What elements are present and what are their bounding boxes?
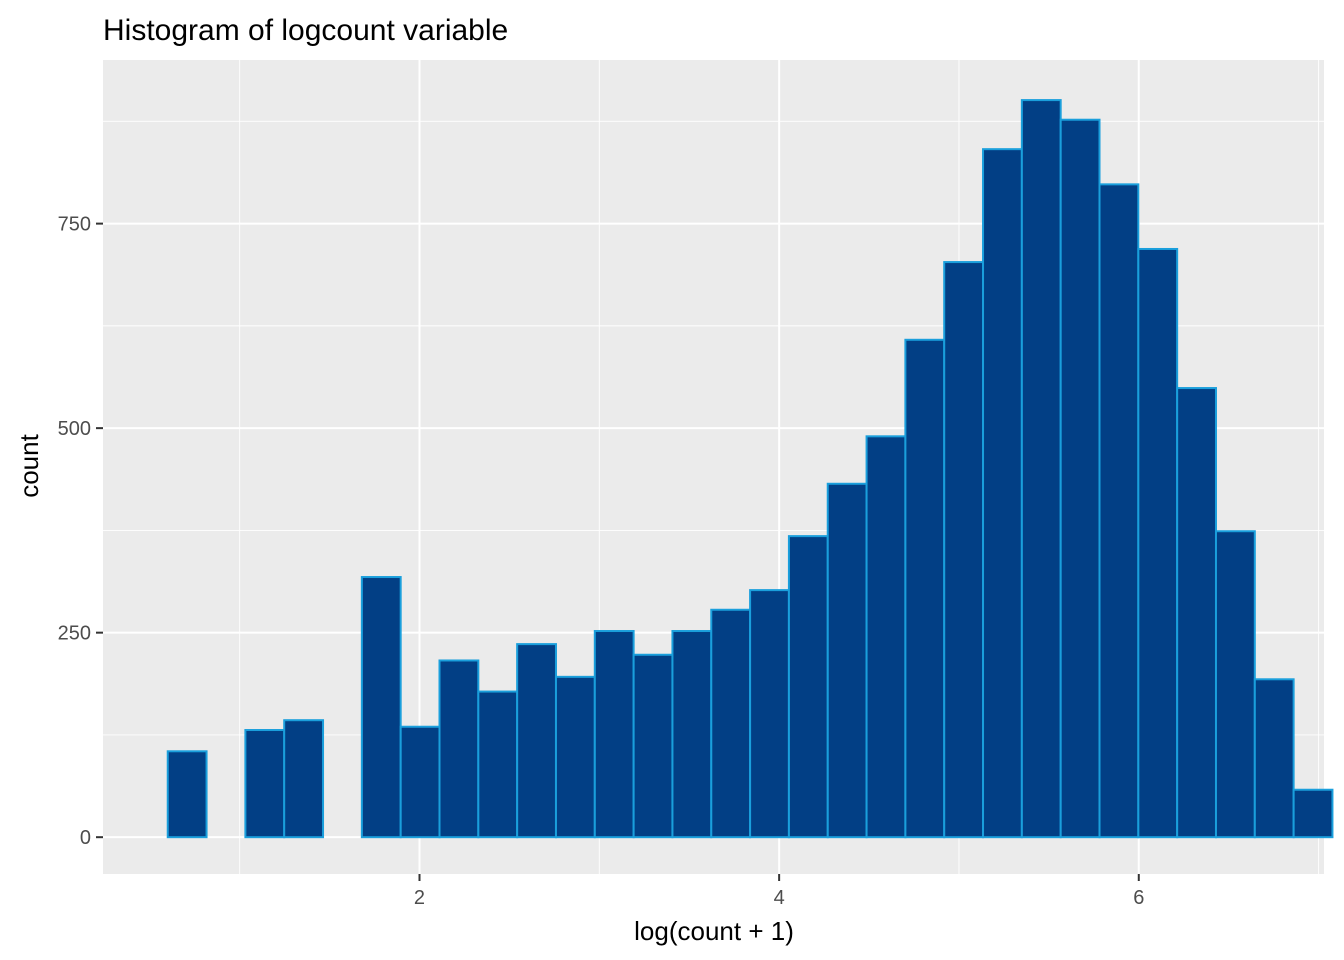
histogram-bar [1137, 247, 1179, 839]
histogram-bar [982, 148, 1023, 839]
histogram-bar [593, 630, 635, 839]
histogram-bar [1292, 788, 1334, 839]
histogram-bar [787, 535, 829, 839]
histogram-bar [477, 690, 519, 839]
y-tick-label: 750 [58, 214, 91, 236]
histogram-bar [554, 675, 596, 839]
histogram-bar [749, 589, 790, 839]
axes: 2 4 6 0 250 500 750 [58, 214, 1145, 909]
histogram-bar [166, 750, 208, 839]
histogram-bar [632, 653, 674, 839]
histogram-bar [710, 608, 752, 839]
bars [166, 99, 1334, 839]
histogram-bar [1098, 183, 1140, 839]
histogram-bar [943, 261, 985, 839]
chart-title: Histogram of logcount variable [103, 14, 508, 47]
histogram-bar [1253, 678, 1295, 839]
histogram-bar [1020, 99, 1062, 839]
y-axis-title: count [14, 433, 44, 497]
x-tick-label: 6 [1133, 887, 1144, 909]
x-axis-title: log(count + 1) [634, 916, 794, 946]
histogram-bar [1059, 118, 1101, 839]
x-tick-label: 4 [774, 887, 785, 909]
x-tick-label: 2 [414, 887, 425, 909]
histogram-bar [671, 630, 713, 839]
histogram-bar [399, 725, 441, 839]
histogram-bar [1214, 530, 1256, 839]
histogram-bar [865, 435, 907, 839]
histogram-bar [1176, 387, 1217, 839]
histogram-bar [360, 576, 402, 839]
histogram-bar [283, 719, 325, 839]
y-tick-label: 500 [58, 418, 91, 440]
histogram-bar [244, 729, 286, 839]
histogram-bar [438, 659, 480, 839]
y-tick-label: 250 [58, 623, 91, 645]
histogram-bar [516, 643, 557, 839]
y-tick-label: 0 [80, 827, 91, 849]
histogram-bar [826, 482, 868, 839]
histogram-bar [904, 338, 946, 839]
